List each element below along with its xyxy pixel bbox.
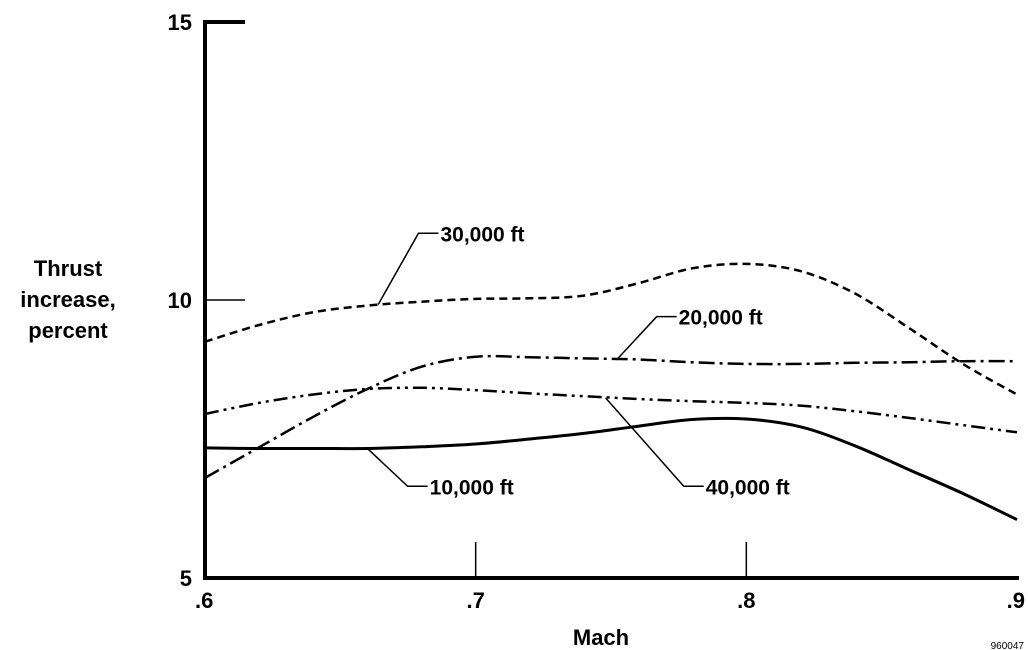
series-lines bbox=[204, 262, 1018, 521]
leader-line-40-000-ft bbox=[605, 397, 704, 488]
x-tick-label: .9 bbox=[1007, 588, 1025, 613]
ticks: 5 10 15 .6 .7 .8 .9 bbox=[168, 10, 1025, 613]
series-labels: 10,000 ft 20,000 ft 30,000 ft 40,000 ft bbox=[366, 223, 790, 499]
series-label-10-000-ft: 10,000 ft bbox=[430, 476, 514, 499]
figure-number: 960047 bbox=[991, 641, 1025, 650]
leader-line-30-000-ft bbox=[377, 232, 439, 305]
series-line-20-000-ft bbox=[204, 354, 1018, 479]
series-line-30-000-ft bbox=[204, 262, 1018, 396]
y-tick-label: 10 bbox=[168, 288, 192, 313]
leader-line-20-000-ft bbox=[615, 315, 677, 361]
x-tick-label: .7 bbox=[466, 588, 484, 613]
y-axis-label-line-2: increase, bbox=[20, 287, 115, 312]
series-line-10-000-ft bbox=[204, 416, 1018, 521]
axes bbox=[203, 20, 1019, 580]
x-tick-label: .6 bbox=[195, 588, 213, 613]
series-label-20-000-ft: 20,000 ft bbox=[679, 307, 763, 330]
y-axis-label-line-1: Thrust bbox=[34, 256, 103, 281]
x-tick-label: .8 bbox=[737, 588, 755, 613]
leader-line-10-000-ft bbox=[366, 447, 428, 488]
y-tick-label: 15 bbox=[168, 10, 192, 35]
x-axis-label: Mach bbox=[573, 625, 629, 650]
y-tick-label: 5 bbox=[180, 566, 192, 591]
series-label-30-000-ft: 30,000 ft bbox=[440, 223, 524, 246]
y-axis-label-line-3: percent bbox=[28, 318, 108, 343]
series-label-40-000-ft: 40,000 ft bbox=[706, 476, 790, 499]
